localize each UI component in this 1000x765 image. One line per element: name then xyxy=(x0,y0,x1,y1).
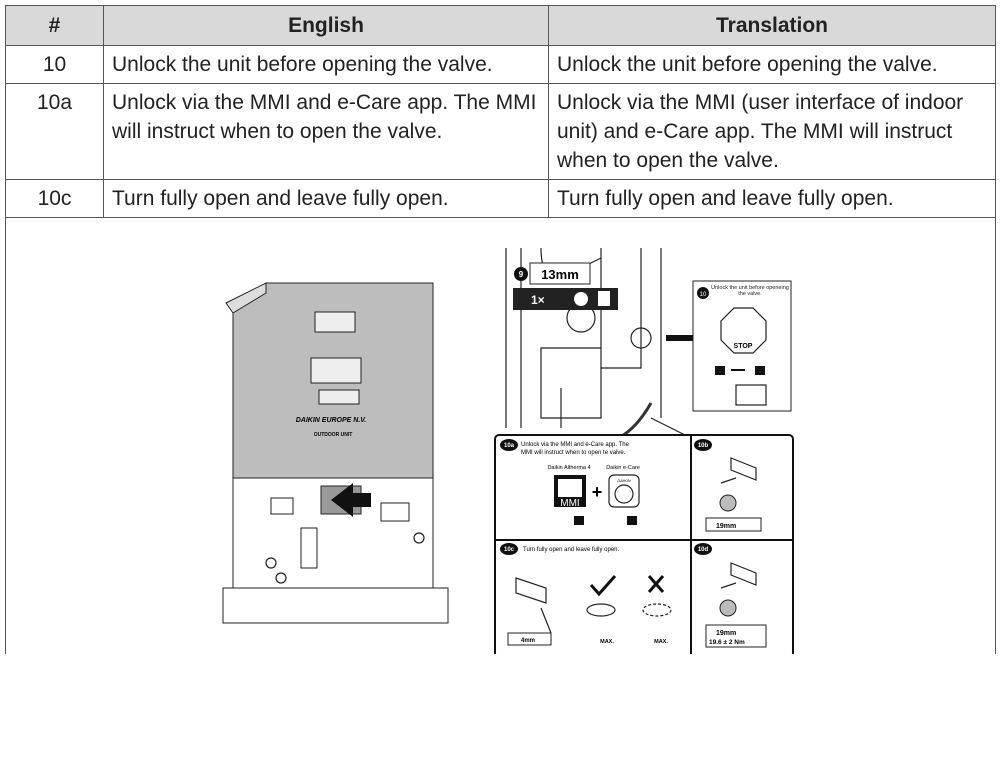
cell: 10a xyxy=(5,83,104,180)
wrench-size: 19mm xyxy=(716,630,736,637)
step-number: 10c xyxy=(504,547,515,553)
step-text: MMI will instruct when to open te valve. xyxy=(521,450,626,456)
figure-cell: DAIKIN EUROPE N.V. OUTDOOR UNIT 9 13mm 1… xyxy=(5,217,996,654)
step-text: Unlock via the MMI and e-Care app. The xyxy=(521,442,630,448)
step-text: Unlock the unit before openeing the valv… xyxy=(711,285,789,297)
cell: 10c xyxy=(5,179,104,218)
translation-table: # English Translation 10 Unlock the unit … xyxy=(5,5,996,654)
torque: 19.6 ± 2 Nm xyxy=(709,639,745,646)
step-number: 9 xyxy=(519,270,524,279)
steps-frame: 10a Unlock via the MMI and e-Care app. T… xyxy=(494,434,794,654)
app-label: Daikin Altherma 4 xyxy=(547,465,590,471)
unit-label: OUTDOOR UNIT xyxy=(314,432,353,438)
plus: + xyxy=(592,482,603,502)
mmi-label: MMI xyxy=(560,498,579,509)
step-number: 10b xyxy=(698,443,709,449)
header-cell: Translation xyxy=(548,5,996,46)
step-text: Turn fully open and leave fully open. xyxy=(523,547,620,553)
cell: Unlock via the MMI and e-Care app. The M… xyxy=(103,83,549,180)
step-number: 10a xyxy=(504,443,515,449)
cell: Turn fully open and leave fully open. xyxy=(548,179,996,218)
valve-photo: 9 13mm 1× xyxy=(505,247,696,445)
cell: Turn fully open and leave fully open. xyxy=(103,179,549,218)
row: 10a Unlock via the MMI and e-Care app. Th… xyxy=(5,83,996,180)
step-number: 10d xyxy=(698,547,709,553)
max-label: MAX. xyxy=(654,639,668,645)
row: 10c Turn fully open and leave fully open.… xyxy=(5,179,996,218)
logo: DAIKIN xyxy=(617,478,630,483)
wrench-size: 13mm xyxy=(541,267,579,282)
sign-text: STOP xyxy=(734,343,753,350)
cell: Unlock the unit before opening the valve… xyxy=(548,45,996,84)
header-cell: English xyxy=(103,5,549,46)
count: 1× xyxy=(531,293,545,307)
app-label: Daikin e-Care xyxy=(606,465,640,471)
illustration: DAIKIN EUROPE N.V. OUTDOOR UNIT 9 13mm 1… xyxy=(222,247,794,654)
cell: Unlock the unit before opening the valve… xyxy=(103,45,549,84)
row: 10 Unlock the unit before opening the val… xyxy=(5,45,996,84)
step-10-panel: 10 Unlock the unit before openeing the v… xyxy=(692,280,792,412)
wrench-size: 19mm xyxy=(716,523,736,530)
unit-brand: DAIKIN EUROPE N.V. xyxy=(296,417,367,424)
outdoor-unit: DAIKIN EUROPE N.V. OUTDOOR UNIT xyxy=(222,282,449,624)
cell: 10 xyxy=(5,45,104,84)
hex-size: 4mm xyxy=(521,638,535,644)
step-number: 10 xyxy=(700,292,707,298)
max-label: MAX. xyxy=(600,639,614,645)
header-row: # English Translation xyxy=(5,5,996,46)
figure-row: DAIKIN EUROPE N.V. OUTDOOR UNIT 9 13mm 1… xyxy=(5,217,996,654)
header-cell: # xyxy=(5,5,104,46)
cell: Unlock via the MMI (user interface of in… xyxy=(548,83,996,180)
